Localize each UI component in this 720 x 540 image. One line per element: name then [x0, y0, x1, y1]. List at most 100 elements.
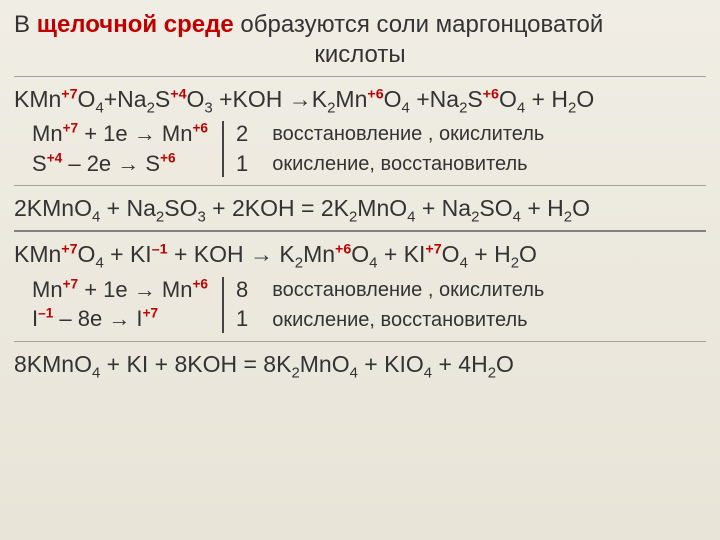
s: 4	[424, 364, 432, 381]
electron-balance-2: Mn+7 + 1e → Mn+6 I–1 – 8e → I+7 8 1 восс…	[32, 275, 706, 335]
title-highlight: щелочной среде	[37, 11, 234, 38]
note: окисление, восстановитель	[272, 305, 544, 335]
t: O	[351, 241, 369, 267]
ox: +7	[63, 121, 79, 136]
t: KMn	[14, 241, 61, 267]
ox: +6	[483, 86, 499, 102]
coeff: 2	[236, 119, 248, 149]
t: + KOH → K	[168, 241, 295, 267]
ox: +7	[61, 242, 77, 258]
t: O	[78, 241, 96, 267]
t: Mn	[303, 241, 335, 267]
t: O	[442, 241, 460, 267]
equation-2-unbalanced: KMn+7O4 + KI–1 + KOH → K2Mn+6O4 + KI+7O4…	[14, 238, 706, 270]
s: 2	[291, 364, 299, 381]
s: 2	[488, 364, 496, 381]
multipliers: 8 1	[224, 275, 266, 335]
t: + 1e → Mn	[78, 277, 192, 302]
t: + KI + 8KOH = 8K	[100, 351, 291, 377]
divider	[14, 76, 706, 77]
s: 3	[197, 209, 205, 226]
s: 2	[564, 209, 572, 226]
t: + H	[468, 241, 511, 267]
s: 4	[95, 255, 103, 272]
t: + 2KOH = 2K	[206, 195, 349, 221]
t: KMn	[14, 86, 61, 112]
equation-1-balanced: 2KMnO4 + Na2SO3 + 2KOH = 2K2MnO4 + Na2SO…	[14, 192, 706, 224]
s: 2	[511, 255, 519, 272]
coeff: 1	[236, 149, 248, 179]
s: 4	[350, 364, 358, 381]
s: 2	[147, 100, 155, 117]
t: +Na	[104, 86, 147, 112]
t: + KIO	[358, 351, 424, 377]
ox: +7	[63, 276, 79, 291]
ox: +4	[170, 86, 186, 102]
s: 4	[460, 255, 468, 272]
t: SO	[479, 195, 512, 221]
ox: +6	[192, 121, 208, 136]
divider	[14, 230, 706, 232]
ox: –1	[152, 242, 168, 258]
t: + H	[521, 195, 564, 221]
equation-2-balanced: 8KMnO4 + KI + 8KOH = 8K2MnO4 + KIO4 + 4H…	[14, 348, 706, 380]
electron-balance-1: Mn+7 + 1e → Mn+6 S+4 – 2e → S+6 2 1 восс…	[32, 119, 706, 179]
t: O	[519, 241, 537, 267]
t: + KI	[104, 241, 152, 267]
t: O	[187, 86, 205, 112]
t: MnO	[300, 351, 350, 377]
oxidation-half: I–1 – 8e → I+7	[32, 304, 208, 334]
t: +KOH →K	[213, 86, 327, 112]
note: восстановление , окислитель	[272, 119, 544, 149]
title-part2: образуются соли маргонцоватой	[234, 11, 604, 38]
ox: +6	[192, 276, 208, 291]
t: O	[496, 351, 514, 377]
t: S	[155, 86, 170, 112]
half-reactions: Mn+7 + 1e → Mn+6 I–1 – 8e → I+7	[32, 275, 222, 335]
t: + KI	[377, 241, 425, 267]
t: S	[32, 151, 47, 176]
oxidation-half: S+4 – 2e → S+6	[32, 149, 208, 179]
s: 4	[402, 100, 410, 117]
t: – 2e → S	[62, 151, 160, 176]
slide-title: В щелочной среде образуются соли маргонц…	[14, 10, 706, 70]
role-notes: восстановление , окислитель окисление, в…	[266, 119, 544, 179]
note: окисление, восстановитель	[272, 149, 544, 179]
t: O	[78, 86, 96, 112]
reduction-half: Mn+7 + 1e → Mn+6	[32, 275, 208, 305]
t: + H	[525, 86, 568, 112]
t: + Na	[100, 195, 156, 221]
coeff: 1	[236, 304, 248, 334]
s: 2	[156, 209, 164, 226]
ox: +6	[367, 86, 383, 102]
t: O	[499, 86, 517, 112]
t: + 4H	[432, 351, 488, 377]
t: – 8e → I	[53, 306, 142, 331]
ox: +7	[425, 242, 441, 258]
t: + 1e → Mn	[78, 121, 192, 146]
s: 2	[295, 255, 303, 272]
title-line2: кислоты	[14, 40, 706, 70]
ox: +7	[143, 306, 159, 321]
reduction-half: Mn+7 + 1e → Mn+6	[32, 119, 208, 149]
multipliers: 2 1	[224, 119, 266, 179]
ox: –1	[38, 306, 53, 321]
t: Mn	[335, 86, 367, 112]
role-notes: восстановление , окислитель окисление, в…	[266, 275, 544, 335]
t: O	[576, 86, 594, 112]
ox: +6	[335, 242, 351, 258]
s: 4	[517, 100, 525, 117]
t: 8KMnO	[14, 351, 92, 377]
t: O	[572, 195, 590, 221]
t: 2KMnO	[14, 195, 92, 221]
slide: В щелочной среде образуются соли маргонц…	[0, 0, 720, 392]
s: 4	[95, 100, 103, 117]
divider	[14, 185, 706, 186]
title-part1: В	[14, 11, 37, 38]
t: SO	[164, 195, 197, 221]
s: 3	[204, 100, 212, 117]
ox: +7	[61, 86, 77, 102]
half-reactions: Mn+7 + 1e → Mn+6 S+4 – 2e → S+6	[32, 119, 222, 179]
note: восстановление , окислитель	[272, 275, 544, 305]
t: Mn	[32, 277, 63, 302]
